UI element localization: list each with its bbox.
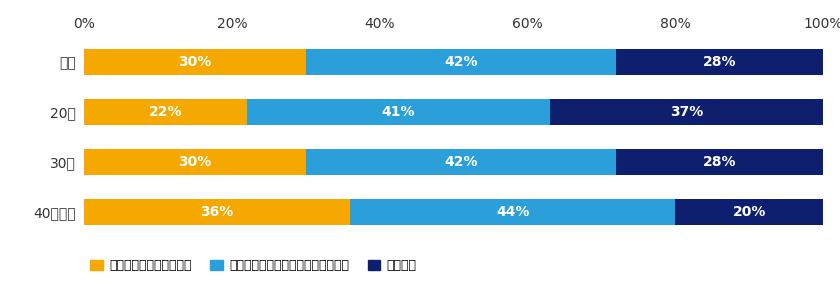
Text: 30%: 30% [178,54,212,69]
Bar [549,99,823,125]
Bar [306,49,617,74]
Text: 20%: 20% [732,205,766,219]
Text: 42%: 42% [444,155,478,169]
Text: 44%: 44% [496,205,529,219]
Text: 42%: 42% [444,54,478,69]
Text: 36%: 36% [201,205,234,219]
Bar [617,49,823,74]
Bar [247,99,549,125]
Text: 37%: 37% [669,105,703,119]
Bar [84,49,306,74]
Bar [84,99,247,125]
Text: 28%: 28% [703,155,737,169]
Legend: 言葉も意味も知っている, 聞いたことはあるが、よく知らない, 知らない: 言葉も意味も知っている, 聞いたことはあるが、よく知らない, 知らない [90,259,417,272]
Bar [617,149,823,175]
Bar [675,199,823,225]
Text: 30%: 30% [178,155,212,169]
Bar [84,149,306,175]
Bar [306,149,617,175]
Text: 22%: 22% [149,105,182,119]
Text: 41%: 41% [381,105,415,119]
Text: 28%: 28% [703,54,737,69]
Bar [84,199,350,225]
Bar [350,199,675,225]
